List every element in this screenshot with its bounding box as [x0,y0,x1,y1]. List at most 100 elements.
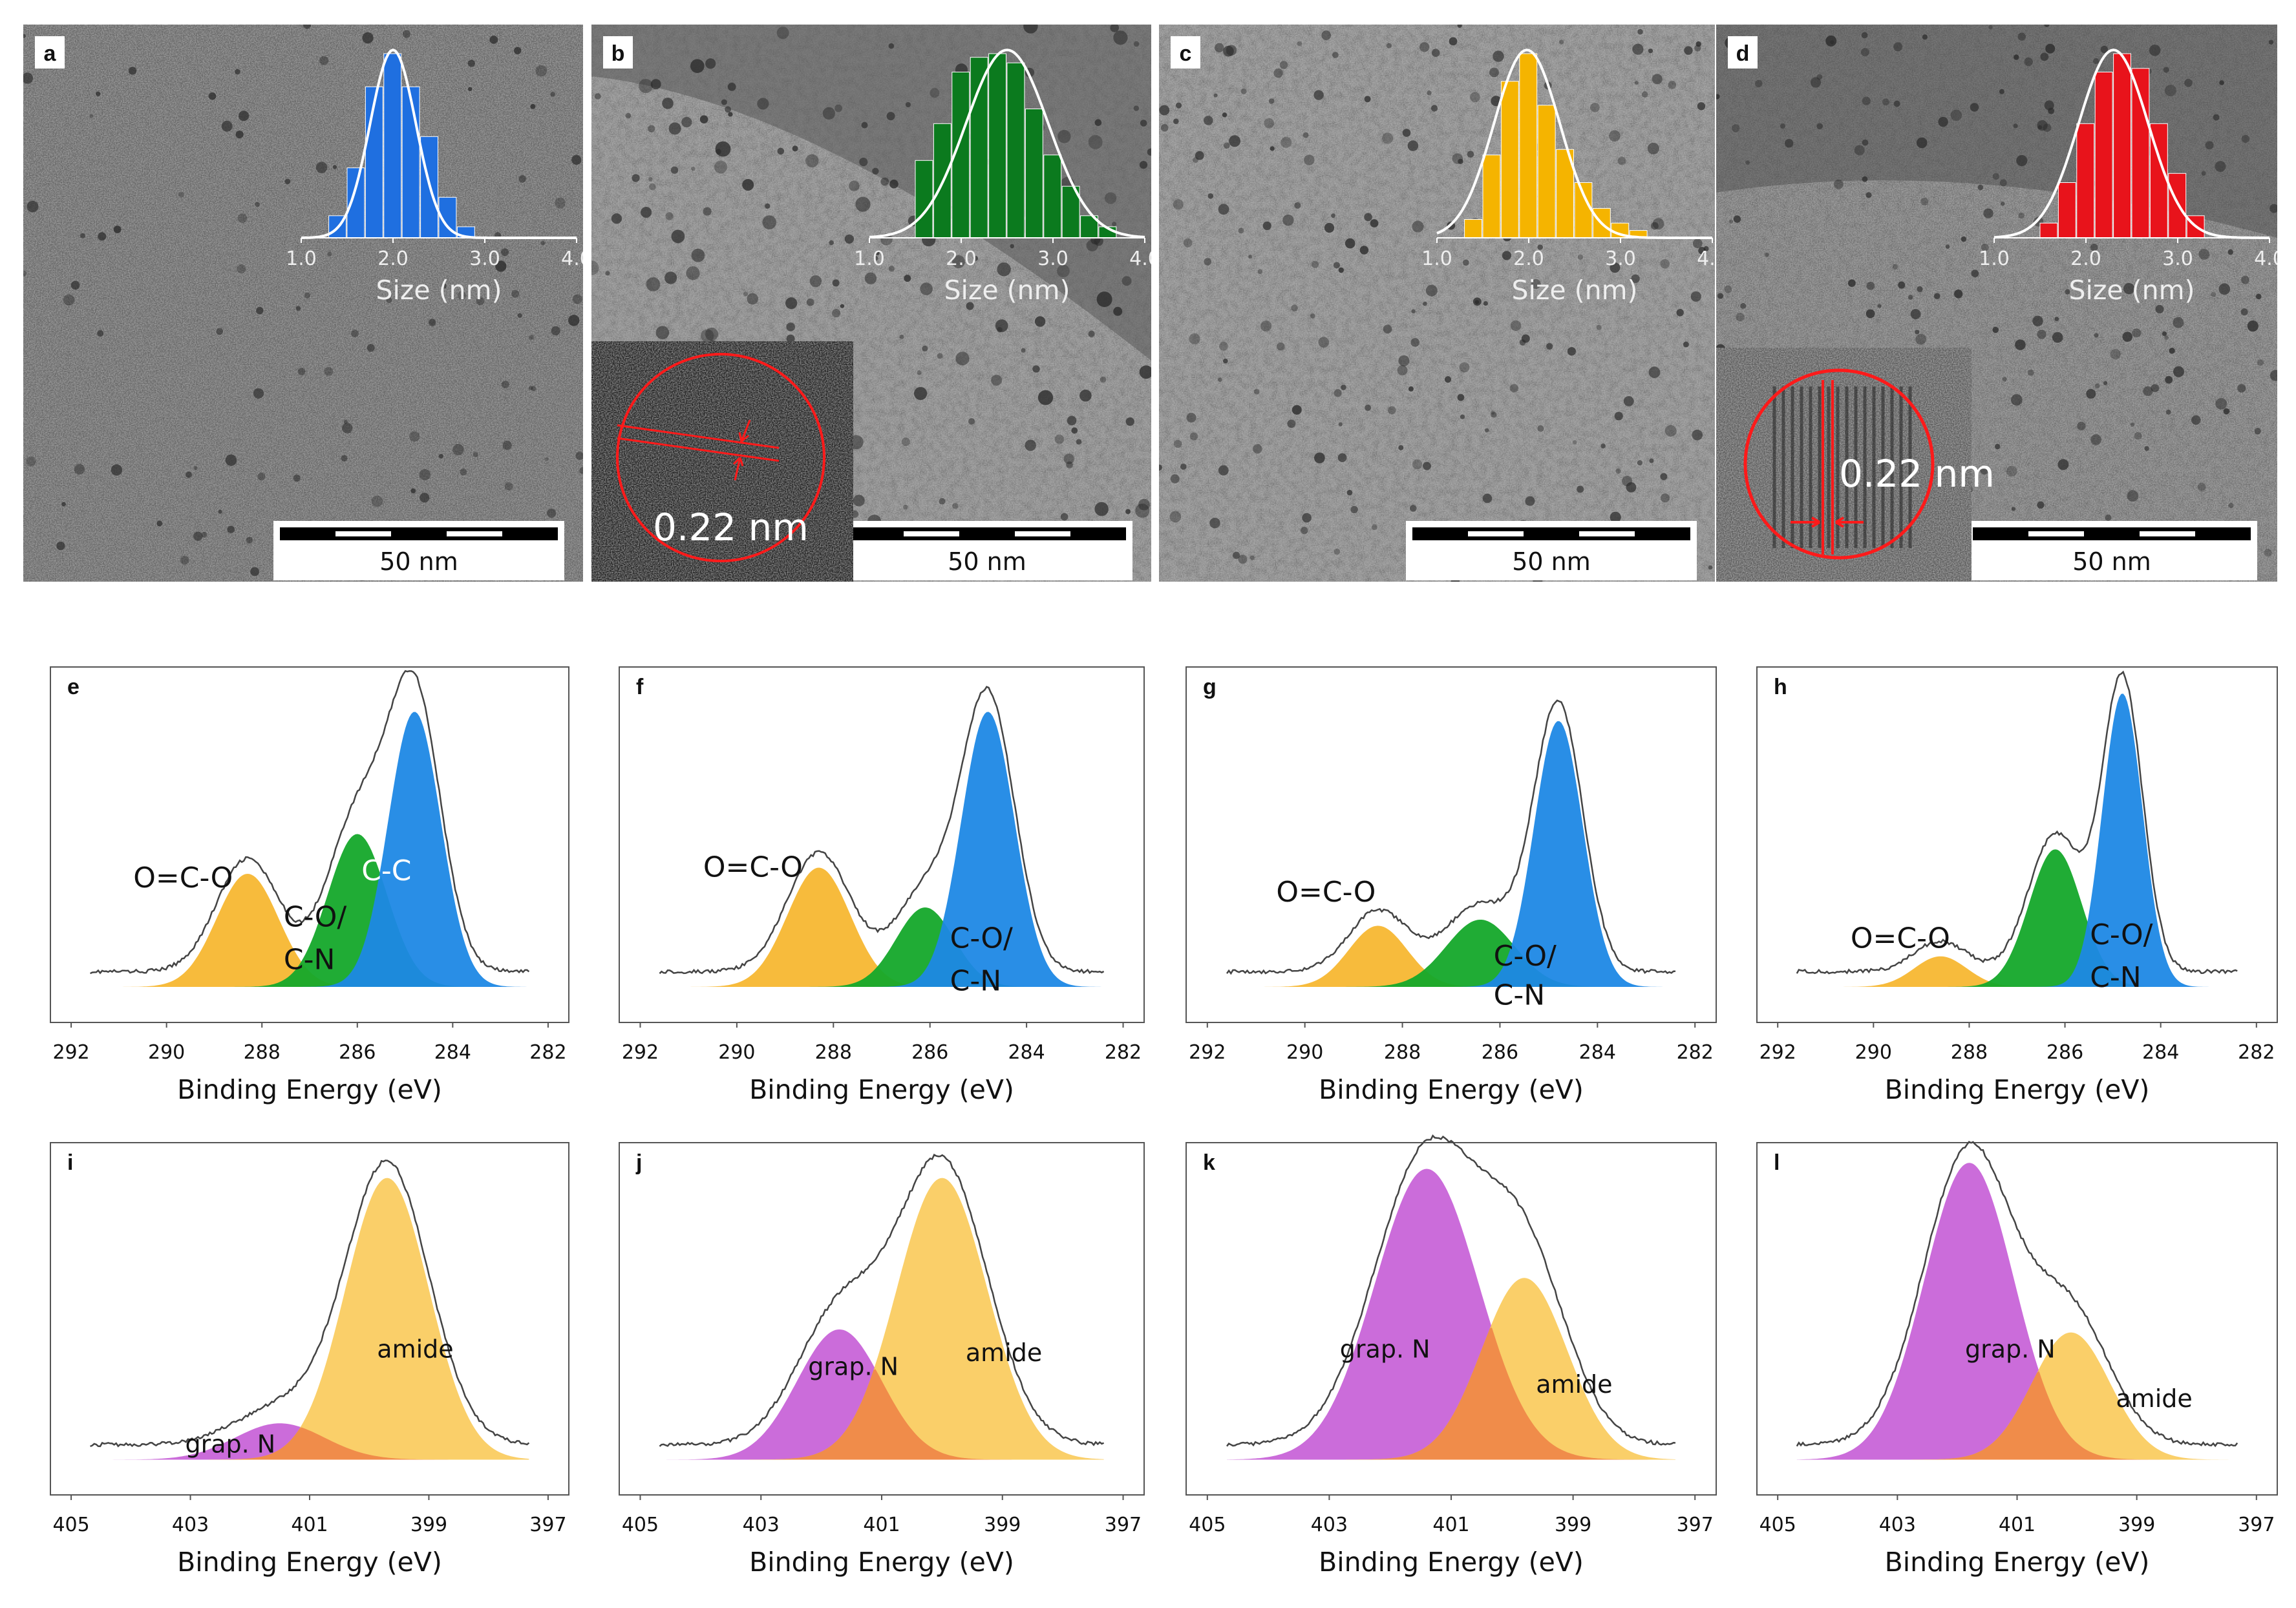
tem-image-grain [23,25,583,582]
nanoparticle [1467,151,1474,158]
nanoparticle [1175,102,1182,109]
nanoparticle [1249,555,1255,560]
x-tick-label: 399 [1555,1514,1591,1536]
nanoparticle [1218,204,1229,215]
nanoparticle [1865,309,1875,319]
panel-letter-box [603,36,633,69]
nanoparticle [1537,244,1543,250]
nanoparticle [1281,136,1292,148]
nanoparticle [625,112,632,119]
nanoparticle [917,370,922,376]
nanoparticle [1427,90,1432,96]
nanoparticle [1282,215,1294,226]
nanoparticle [1345,238,1355,249]
histogram-bar [1006,62,1025,238]
x-axis-label: Binding Energy (eV) [749,1074,1014,1105]
nanoparticle [1121,276,1132,286]
x-tick-label: 290 [718,1041,755,1064]
nanoparticle [1213,93,1218,98]
nanoparticle [1096,291,1112,308]
nanoparticle [776,26,789,39]
scale-bar-label: 50 nm [1512,547,1591,576]
nanoparticle [805,154,819,167]
nanoparticle [351,330,359,337]
nanoparticle [572,294,582,304]
nanoparticle [476,297,485,306]
scale-bar-label: 50 nm [948,547,1026,576]
nanoparticle [1398,445,1404,450]
peak-area-grapn [1796,1163,2238,1460]
nanoparticle [691,248,705,262]
nanoparticle [1159,464,1162,471]
nanoparticle [1058,130,1071,143]
nanoparticle [303,25,312,29]
nanoparticle [1491,412,1497,418]
histogram-bar [1537,105,1556,238]
nanoparticle [1094,119,1102,126]
nanoparticle [2127,490,2139,502]
nanoparticle [1609,130,1621,142]
nanoparticle [1431,48,1440,58]
nanoparticle [904,275,911,282]
lattice-circle [1743,368,1935,560]
nanoparticle [201,531,207,538]
nanoparticle [1331,213,1335,218]
x-tick-label: 292 [1759,1041,1796,1064]
nanoparticle [966,302,974,310]
nanoparticle [2184,79,2193,87]
panel-letter: j [635,1150,642,1175]
nanoparticle [662,98,674,109]
nanoparticle [98,232,107,241]
nanoparticle [1648,48,1653,54]
nanoparticle [1810,77,1822,88]
nanoparticle [2032,315,2043,326]
x-tick-label: 403 [1879,1514,1916,1536]
histogram-bar [2094,72,2113,238]
lattice-spacing-arrows [732,419,751,481]
nanoparticle [2254,428,2261,435]
nanoparticle [1637,28,1643,35]
nanoparticle [2093,58,2099,65]
nanoparticle [922,345,928,352]
nanoparticle [1262,221,1271,230]
histogram-bar [1043,154,1062,238]
x-tick-label: 292 [1189,1041,1226,1064]
nanoparticle [1313,90,1324,100]
peak-area-cocn [1227,920,1675,987]
panel-letter: d [1736,41,1750,66]
nanoparticle [1419,42,1430,52]
nanoparticle [2037,330,2046,339]
nanoparticle [1195,151,1204,160]
nanoparticle [1684,46,1693,55]
nanoparticle [1324,222,1335,233]
x-tick-label: 397 [529,1514,566,1536]
xps-panel-k: k 405 403 401 399 397 Binding Energy (eV) grap.… [1185,1134,1717,1578]
nanoparticle [1632,43,1644,55]
nanoparticle [1992,173,1999,180]
nanoparticle [1893,42,1903,52]
size-histogram-a: 1.0 2.0 3.0 4.0 Size (nm) [286,48,583,306]
nanoparticle [1321,30,1331,41]
x-tick-label: 401 [1999,1514,2036,1536]
nanoparticle [2144,446,2149,451]
nanoparticle [410,488,416,494]
peak-area-amide [90,1178,529,1460]
nanoparticle [429,319,436,326]
nanoparticle [1100,376,1107,383]
nanoparticle [727,82,736,91]
nanoparticle [757,98,769,110]
nanoparticle [1219,341,1228,351]
nanoparticle [1423,301,1427,306]
histogram-tick-label: 4.0 [1129,248,1160,270]
histogram-bar [1025,109,1043,238]
nanoparticle [180,556,189,565]
scale-bar: 50 nm [273,521,564,580]
peak-label: amide [2116,1384,2192,1413]
nanoparticle [859,157,868,167]
peak-area-oco [90,874,529,987]
nanoparticle [2094,333,2099,338]
histogram-bar [2131,68,2150,238]
panel-letter: g [1203,675,1217,699]
nanoparticle [1980,466,1989,475]
nanoparticle [1954,290,1963,299]
